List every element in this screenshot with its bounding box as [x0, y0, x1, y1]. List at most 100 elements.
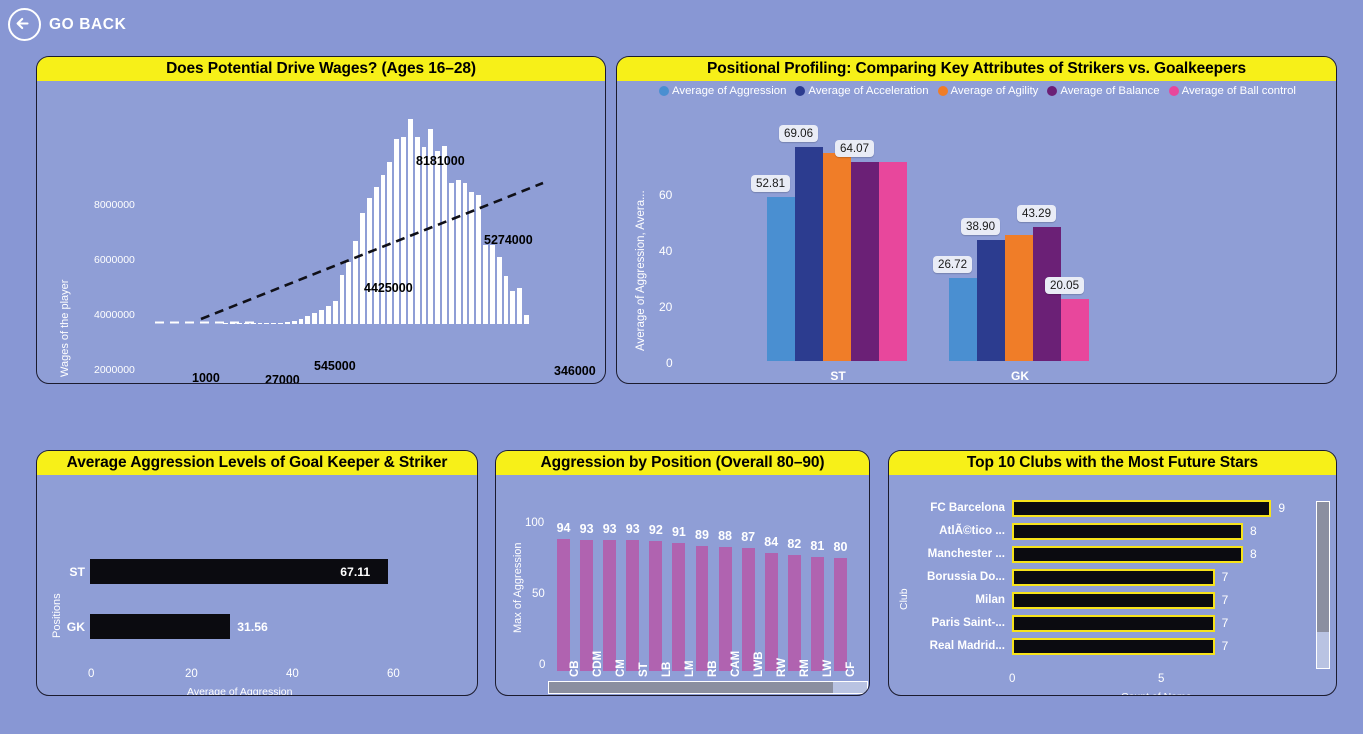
position-scrollbar-thumb[interactable] [549, 682, 833, 693]
clubs-scrollbar-thumb[interactable] [1317, 502, 1329, 632]
legend-label: Average of Agility [950, 85, 1039, 97]
club-label: Real Madrid... [929, 639, 1005, 652]
club-value-label: 8 [1250, 524, 1257, 538]
aggression-value-label: 67.11 [340, 565, 371, 579]
hist-ytick-6000000: 6000000 [94, 254, 135, 266]
grouped-bar [879, 162, 907, 361]
position-value-label: 81 [810, 538, 825, 553]
position-value-label: 92 [648, 523, 663, 538]
aggression-body: Positions ST 67.11 GK 31.56 0 20 40 60 Aver… [37, 475, 477, 695]
histogram-bar [332, 301, 338, 324]
position-category-label: LM [683, 660, 696, 677]
hist-annotation-5274000: 5274000 [484, 233, 533, 247]
grouped-bar-value-label: 69.06 [779, 124, 819, 142]
hist-ytick-8000000: 8000000 [94, 199, 135, 211]
position-bar [557, 538, 570, 671]
grouped-bar [1005, 235, 1033, 361]
grouped-legend-item[interactable]: Average of Balance [1047, 85, 1160, 97]
histogram-bar [339, 275, 345, 324]
club-value-label: 9 [1278, 501, 1286, 515]
histogram-bar [237, 322, 242, 324]
histogram-bar [353, 241, 359, 324]
position-value-label: 80 [833, 540, 848, 555]
grouped-y-axis-title: Average of Aggression, Avera... [635, 190, 647, 351]
position-category-label: RB [707, 660, 719, 677]
position-bar [787, 555, 801, 671]
position-bars: 94 93 93 93 92 91 89 88 87 84 82 81 80 [552, 520, 852, 671]
grouped-legend-item[interactable]: Average of Aggression [659, 85, 786, 97]
club-bar [1012, 615, 1215, 632]
histogram-bar [305, 316, 311, 324]
grouped-ytick-60: 60 [659, 188, 673, 202]
grouped-bar [767, 197, 795, 361]
histogram-bar [312, 313, 318, 324]
histogram-bar [483, 244, 488, 324]
histogram-bar [257, 322, 263, 324]
grouped-legend-item[interactable]: Average of Acceleration [795, 85, 929, 97]
histogram-bar [462, 183, 468, 324]
club-bar [1012, 546, 1244, 563]
histogram-bar [346, 262, 352, 324]
position-bar [810, 556, 824, 671]
grouped-bar [823, 153, 851, 361]
legend-swatch-icon [937, 86, 948, 96]
histogram-bar [230, 322, 236, 324]
panel-average-aggression: Average Aggression Levels of Goal Keeper… [36, 450, 478, 696]
histogram-body: 8000000 6000000 4000000 2000000 0 Wages … [37, 81, 605, 383]
histogram-bar [284, 322, 290, 324]
clubs-vertical-scrollbar[interactable] [1316, 501, 1330, 669]
hist-ytick-4000000: 4000000 [94, 309, 135, 321]
club-label: Paris Saint-... [931, 616, 1005, 629]
position-category-label: CAM [730, 650, 743, 677]
club-bar [1012, 638, 1215, 655]
position-body: 100 50 0 Max of Aggression 94 93 93 93 92 91 8… [496, 475, 869, 695]
histogram-bar [250, 322, 256, 324]
club-value-label: 7 [1221, 616, 1229, 630]
legend-swatch-icon [1047, 86, 1058, 96]
club-label: AtlÃ©tico ... [939, 524, 1005, 537]
clubs-body: Club FC Barcelona 9 AtlÃ©tico ... 8 Manchest… [889, 475, 1336, 695]
histogram-bar [325, 306, 331, 324]
histogram-bar [394, 139, 400, 324]
position-category-label: CDM [591, 650, 604, 677]
position-value-label: 93 [579, 521, 594, 536]
hist-ytick-2000000: 2000000 [94, 364, 135, 376]
hist-annotation-545000: 545000 [314, 359, 356, 373]
position-horizontal-scrollbar[interactable] [548, 681, 868, 694]
club-label: FC Barcelona [930, 501, 1005, 514]
go-back-button[interactable]: GO BACK [8, 8, 126, 41]
position-bar [834, 558, 847, 671]
grouped-bar-value-label: 52.81 [751, 175, 791, 193]
grouped-legend: Average of Aggression Average of Accelera… [625, 85, 1330, 97]
histogram-bar [243, 322, 249, 324]
position-bar [764, 552, 778, 671]
panel-potential-wages: Does Potential Drive Wages? (Ages 16–28)… [36, 56, 606, 384]
club-bar [1012, 500, 1272, 517]
aggr-x-axis-title: Average of Aggression [187, 686, 293, 696]
histogram-bar [517, 287, 523, 324]
aggression-category-label: ST [69, 565, 85, 579]
hist-annotation-8181000: 8181000 [416, 154, 465, 168]
club-value-label: 7 [1221, 639, 1229, 653]
hist-y-axis-title: Wages of the player [59, 279, 71, 377]
grouped-legend-item[interactable]: Average of Ball control [1168, 85, 1296, 97]
grouped-bar-value-label: 26.72 [933, 256, 973, 274]
arrow-left-circle-icon [8, 8, 41, 41]
histogram-bar [291, 320, 297, 324]
histogram-bar [510, 291, 516, 324]
histogram-bars [155, 103, 565, 324]
grouped-category-label: GK [1011, 369, 1029, 383]
grouped-legend-item[interactable]: Average of Agility [937, 85, 1039, 97]
top-bar: GO BACK [0, 0, 1363, 44]
grouped-body: Average of Aggression Average of Accelera… [617, 81, 1336, 383]
position-bar [741, 548, 755, 671]
position-value-label: 88 [718, 528, 733, 543]
histogram-bar [448, 183, 454, 324]
clubs-xtick-5: 5 [1158, 673, 1165, 685]
legend-swatch-icon [1168, 86, 1179, 96]
club-bar [1012, 592, 1215, 609]
histogram-bar [469, 191, 475, 324]
position-value-label: 94 [556, 520, 571, 535]
position-value-label: 87 [741, 530, 756, 545]
